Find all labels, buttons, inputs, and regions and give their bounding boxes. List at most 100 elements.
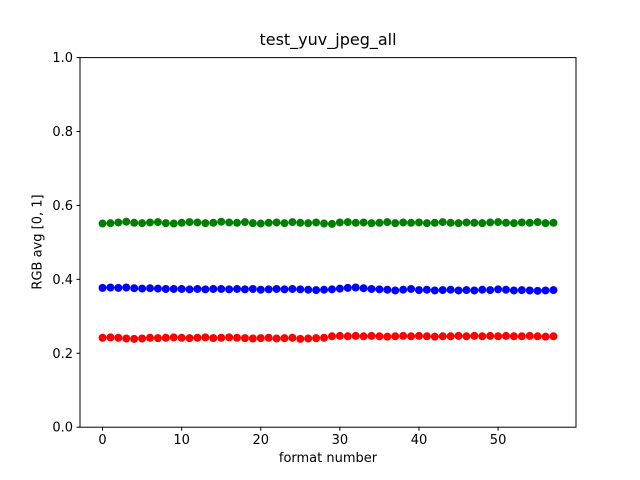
blue-channel-marker	[486, 286, 495, 295]
green-channel-marker	[414, 218, 423, 227]
y-tick-label: 1.0	[52, 51, 73, 66]
axes-frame	[79, 57, 577, 428]
red-channel-marker	[169, 333, 178, 342]
green-channel-marker	[533, 218, 542, 227]
red-channel-series	[98, 331, 558, 343]
red-channel-marker	[391, 332, 400, 341]
red-channel-marker	[414, 331, 423, 340]
blue-channel-marker	[327, 285, 336, 294]
green-channel-marker	[161, 219, 170, 228]
green-channel-marker	[264, 218, 273, 227]
blue-channel-marker	[201, 285, 210, 294]
red-channel-marker	[478, 332, 487, 341]
red-channel-marker	[177, 333, 186, 342]
blue-channel-marker	[478, 285, 487, 294]
blue-channel-marker	[256, 285, 265, 294]
green-channel-marker	[209, 218, 218, 227]
blue-channel-marker	[122, 283, 131, 292]
red-channel-marker	[525, 331, 534, 340]
blue-channel-marker	[422, 285, 431, 294]
y-tick-label: 0.6	[52, 199, 73, 214]
y-tick-label: 0.2	[52, 347, 73, 362]
red-channel-marker	[517, 332, 526, 341]
blue-channel-marker	[98, 283, 107, 292]
red-channel-marker	[248, 334, 257, 343]
red-channel-marker	[375, 332, 384, 341]
blue-channel-marker	[193, 284, 202, 293]
red-channel-marker	[438, 332, 447, 341]
x-tick-label: 20	[252, 433, 269, 448]
red-channel-marker	[509, 332, 518, 341]
blue-channel-marker	[233, 284, 242, 293]
blue-channel-marker	[407, 284, 416, 293]
blue-channel-marker	[367, 284, 376, 293]
blue-channel-marker	[430, 286, 439, 295]
green-channel-marker	[288, 218, 297, 227]
red-channel-marker	[422, 332, 431, 341]
blue-channel-marker	[343, 283, 352, 292]
blue-channel-marker	[391, 286, 400, 295]
blue-channel-marker	[288, 284, 297, 293]
red-channel-marker	[343, 332, 352, 341]
green-channel-marker	[272, 218, 281, 227]
red-channel-marker	[462, 332, 471, 341]
red-channel-marker	[264, 333, 273, 342]
red-channel-marker	[185, 334, 194, 343]
blue-channel-marker	[225, 285, 234, 294]
blue-channel-marker	[494, 285, 503, 294]
red-channel-marker	[335, 331, 344, 340]
red-channel-marker	[122, 334, 131, 343]
red-channel-marker	[193, 333, 202, 342]
x-tick-label: 0	[98, 433, 106, 448]
green-channel-marker	[177, 218, 186, 227]
blue-channel-marker	[541, 286, 550, 295]
blue-channel-marker	[501, 285, 510, 294]
green-channel-marker	[153, 218, 162, 227]
green-channel-marker	[106, 219, 115, 228]
blue-channel-marker	[359, 284, 368, 293]
green-channel-marker	[233, 218, 242, 227]
green-channel-marker	[114, 218, 123, 227]
red-channel-marker	[407, 332, 416, 341]
green-channel-marker	[438, 218, 447, 227]
green-channel-marker	[541, 219, 550, 228]
blue-channel-marker	[272, 284, 281, 293]
red-channel-marker	[320, 333, 329, 342]
green-channel-marker	[146, 218, 155, 227]
blue-channel-marker	[375, 285, 384, 294]
y-tick-label: 0.8	[52, 125, 73, 140]
red-channel-marker	[541, 332, 550, 341]
blue-channel-marker	[462, 286, 471, 295]
blue-channel-marker	[320, 285, 329, 294]
red-channel-marker	[454, 331, 463, 340]
red-channel-marker	[138, 334, 147, 343]
x-tick-label: 10	[173, 433, 190, 448]
green-channel-marker	[327, 219, 336, 228]
green-channel-marker	[193, 218, 202, 227]
blue-channel-marker	[177, 284, 186, 293]
red-channel-marker	[430, 332, 439, 341]
blue-channel-marker	[114, 283, 123, 292]
red-channel-marker	[304, 334, 313, 343]
blue-channel-marker	[217, 284, 226, 293]
green-channel-marker	[407, 218, 416, 227]
green-channel-marker	[399, 218, 408, 227]
green-channel-marker	[122, 217, 131, 226]
green-channel-marker	[549, 218, 558, 227]
blue-channel-marker	[351, 283, 360, 292]
green-channel-marker	[169, 219, 178, 228]
red-channel-marker	[98, 333, 107, 342]
red-channel-marker	[367, 331, 376, 340]
red-channel-marker	[233, 333, 242, 342]
green-channel-marker	[280, 219, 289, 228]
red-channel-marker	[470, 331, 479, 340]
y-tick-label: 0.4	[52, 273, 73, 288]
blue-channel-marker	[264, 285, 273, 294]
red-channel-marker	[225, 333, 234, 342]
blue-channel-marker	[446, 285, 455, 294]
blue-channel-marker	[304, 285, 313, 294]
chart-title: test_yuv_jpeg_all	[259, 30, 397, 49]
green-channel-marker	[470, 218, 479, 227]
